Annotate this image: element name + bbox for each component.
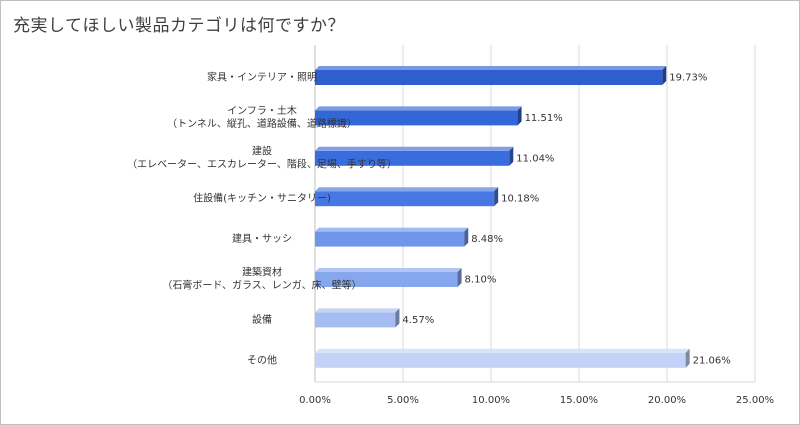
x-tick-label: 5.00% bbox=[387, 395, 419, 406]
bar-side-face bbox=[494, 187, 499, 207]
bar-top-face bbox=[315, 66, 667, 70]
bar[interactable] bbox=[315, 312, 396, 328]
bar-top-face bbox=[315, 106, 522, 111]
bar-side-face bbox=[509, 146, 514, 166]
category-label: 建設 bbox=[252, 144, 272, 157]
bar-side-face bbox=[517, 106, 522, 126]
data-label: 8.10% bbox=[465, 275, 497, 286]
chart-title: 充実してほしい製品カテゴリは何ですか？ bbox=[13, 16, 345, 36]
bar-side-face bbox=[464, 227, 469, 247]
bar-side-face bbox=[685, 348, 690, 368]
data-label: 4.57% bbox=[402, 315, 434, 326]
data-label: 11.04% bbox=[516, 153, 554, 164]
data-label: 11.51% bbox=[525, 113, 563, 124]
category-label: 設備 bbox=[252, 313, 272, 326]
category-label-sub: （トンネル、縦孔、道路設備、道路標識） bbox=[167, 117, 357, 130]
bar-top-face bbox=[315, 308, 400, 313]
bar-top-face bbox=[315, 146, 514, 151]
bar-side-face bbox=[457, 268, 462, 287]
bar-side-face bbox=[395, 308, 400, 328]
data-label: 19.73% bbox=[669, 73, 707, 84]
category-label-sub: （石膏ボード、ガラス、レンガ、床、壁等） bbox=[162, 279, 361, 292]
bar[interactable] bbox=[315, 191, 495, 207]
data-label: 8.48% bbox=[471, 234, 503, 245]
category-label-sub: （エレベーター、エスカレーター、階段、足場、手すり等） bbox=[127, 157, 397, 170]
bar[interactable] bbox=[315, 352, 686, 368]
bar[interactable] bbox=[315, 272, 458, 287]
category-label: インフラ・土木 bbox=[227, 104, 297, 117]
bar[interactable] bbox=[315, 70, 663, 85]
bar-top-face bbox=[315, 348, 690, 353]
bar-top-face bbox=[315, 227, 469, 232]
x-tick-label: 25.00% bbox=[736, 395, 774, 406]
bar-top-face bbox=[315, 268, 462, 272]
x-tick-label: 15.00% bbox=[560, 395, 598, 406]
bar[interactable] bbox=[315, 150, 510, 166]
bar[interactable] bbox=[315, 231, 465, 247]
x-tick-label: 20.00% bbox=[648, 395, 686, 406]
category-label: 住設備(キッチン・サニタリー) bbox=[193, 192, 331, 205]
bar-side-face bbox=[662, 66, 667, 85]
category-label: 家具・インテリア・照明 bbox=[207, 71, 317, 84]
x-tick-label: 10.00% bbox=[472, 395, 510, 406]
data-label: 10.18% bbox=[501, 194, 539, 205]
data-label: 21.06% bbox=[693, 355, 731, 366]
category-label: その他 bbox=[247, 353, 277, 366]
category-label: 建具・サッシ bbox=[232, 232, 292, 245]
bar[interactable] bbox=[315, 110, 518, 126]
x-tick-label: 0.00% bbox=[299, 395, 331, 406]
bar-top-face bbox=[315, 187, 499, 192]
category-label: 建築資材 bbox=[242, 266, 282, 279]
